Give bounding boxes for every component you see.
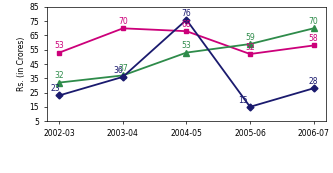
- Text: 70: 70: [309, 17, 318, 26]
- Y-axis label: Rs. (in Crores): Rs. (in Crores): [17, 37, 26, 91]
- Text: 52: 52: [245, 43, 255, 52]
- Text: 70: 70: [118, 17, 128, 26]
- Text: 15: 15: [238, 96, 248, 105]
- Text: 76: 76: [181, 9, 191, 18]
- Text: 53: 53: [181, 41, 191, 50]
- Text: 37: 37: [118, 64, 128, 73]
- Text: 58: 58: [309, 34, 318, 43]
- Text: 23: 23: [50, 84, 60, 93]
- Text: 59: 59: [245, 33, 255, 42]
- Text: 53: 53: [55, 41, 64, 50]
- Text: 28: 28: [309, 77, 318, 86]
- Text: 68: 68: [182, 20, 191, 29]
- Text: 36: 36: [114, 66, 124, 75]
- Text: 32: 32: [55, 71, 64, 80]
